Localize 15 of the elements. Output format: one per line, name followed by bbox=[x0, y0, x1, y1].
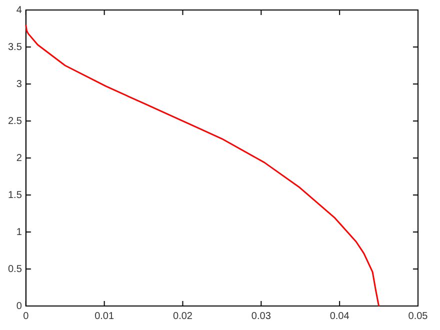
y-tick-label: 4 bbox=[16, 4, 22, 16]
x-tick-label: 0.03 bbox=[251, 310, 272, 322]
y-tick-label: 0.5 bbox=[8, 264, 22, 275]
x-tick-label: 0.05 bbox=[408, 310, 428, 322]
y-tick-label: 1 bbox=[16, 226, 22, 238]
y-tick-label: 3.5 bbox=[8, 42, 22, 53]
y-tick-label: 0 bbox=[16, 300, 22, 312]
y-tick-label: 2.5 bbox=[8, 116, 22, 127]
y-tick-label: 2 bbox=[16, 152, 22, 164]
x-tick-label: 0.02 bbox=[173, 310, 193, 322]
y-tick-label: 1.5 bbox=[8, 190, 22, 201]
y-tick-label: 3 bbox=[16, 78, 22, 90]
x-tick-label: 0.01 bbox=[94, 310, 114, 322]
x-tick-label: 0 bbox=[23, 310, 30, 322]
x-tick-label: 0.04 bbox=[330, 310, 350, 322]
